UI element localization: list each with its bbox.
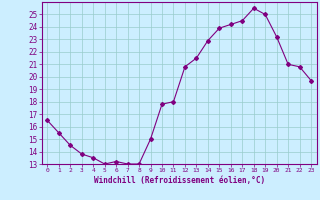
X-axis label: Windchill (Refroidissement éolien,°C): Windchill (Refroidissement éolien,°C): [94, 176, 265, 185]
